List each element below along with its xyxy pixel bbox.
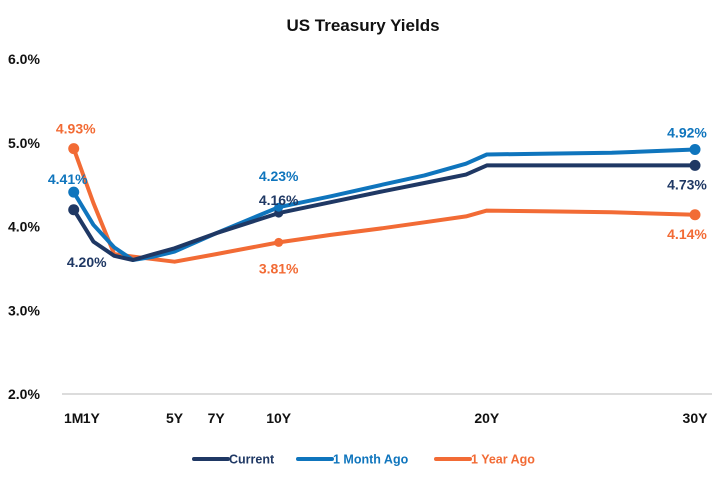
legend: Current 1 Month Ago 1 Year Ago xyxy=(192,453,535,467)
legend-item-1-month-ago: 1 Month Ago xyxy=(296,453,409,467)
x-tick-label: 30Y xyxy=(683,410,709,426)
y-tick-label: 2.0% xyxy=(8,386,40,402)
legend-label: 1 Month Ago xyxy=(333,453,409,467)
data-label-1-month-ago: 4.23% xyxy=(259,168,299,184)
legend-item-current: Current xyxy=(192,453,275,467)
data-point-1-year-ago xyxy=(689,209,701,221)
x-tick-label: 5Y xyxy=(166,410,184,426)
data-label-current: 4.20% xyxy=(67,254,107,270)
x-tick-label: 10Y xyxy=(266,410,292,426)
data-label-current: 4.73% xyxy=(667,176,707,192)
data-label-1-year-ago: 4.93% xyxy=(56,121,96,137)
y-axis: 2.0% 3.0% 4.0% 5.0% 6.0% xyxy=(8,51,40,402)
series-lines xyxy=(71,146,697,264)
data-point-current xyxy=(68,204,80,216)
legend-item-1-year-ago: 1 Year Ago xyxy=(434,453,535,467)
series-line-current xyxy=(71,163,697,262)
data-labels: 4.20% 4.16% 4.73% 4.41% 4.23% 4.92% 4.93% 3.81%… xyxy=(48,121,708,277)
data-point-current xyxy=(689,159,701,171)
series-line-1-month-ago xyxy=(71,147,697,262)
data-label-1-year-ago: 4.14% xyxy=(667,226,707,242)
data-point-1-month-ago xyxy=(274,202,284,212)
x-tick-label: 20Y xyxy=(474,410,500,426)
data-point-1-month-ago xyxy=(68,186,80,198)
data-label-1-month-ago: 4.41% xyxy=(48,171,88,187)
data-label-1-year-ago: 3.81% xyxy=(259,260,299,276)
y-tick-label: 5.0% xyxy=(8,135,40,151)
data-point-1-month-ago xyxy=(689,143,701,155)
legend-label: 1 Year Ago xyxy=(471,453,535,467)
data-label-1-month-ago: 4.92% xyxy=(667,124,707,140)
y-tick-label: 6.0% xyxy=(8,51,40,67)
y-tick-label: 3.0% xyxy=(8,302,40,318)
x-axis: 1M 1Y 5Y 7Y 10Y 20Y 30Y xyxy=(64,410,708,426)
chart-title: US Treasury Yields xyxy=(286,16,439,35)
x-tick-label: 7Y xyxy=(208,410,226,426)
y-tick-label: 4.0% xyxy=(8,219,40,235)
legend-label: Current xyxy=(229,453,275,467)
data-label-current: 4.16% xyxy=(259,192,299,208)
series-markers xyxy=(68,143,701,247)
x-tick-label: 1Y xyxy=(83,410,101,426)
data-point-1-year-ago xyxy=(274,237,284,247)
data-point-1-year-ago xyxy=(68,143,80,155)
x-tick-label: 1M xyxy=(64,410,83,426)
